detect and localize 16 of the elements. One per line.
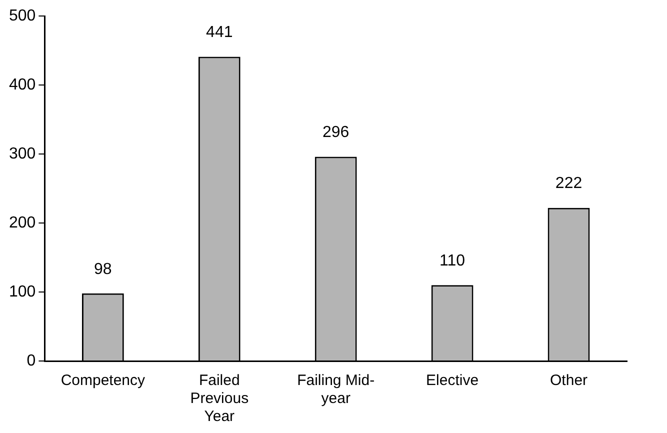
- y-tick-label: 100: [8, 283, 36, 300]
- x-tick-label: Elective: [426, 372, 479, 390]
- y-tick-label: 400: [8, 76, 36, 94]
- y-tick-label: 0: [26, 352, 36, 370]
- y-tick-label: 300: [8, 145, 36, 162]
- data-label: 110: [440, 252, 466, 270]
- y-tick-label: 200: [8, 214, 36, 232]
- x-tick-label: Failing Mid-year: [297, 372, 375, 408]
- data-label: 296: [322, 124, 350, 142]
- x-tick-label: Competency: [60, 372, 146, 390]
- data-label: 222: [555, 175, 582, 192]
- data-label: 98: [94, 260, 112, 278]
- y-tick-label: 500: [8, 7, 36, 24]
- data-label: 441: [206, 24, 233, 42]
- x-tick-label: Other: [550, 372, 588, 390]
- x-tick-label: Failed Previous Year: [190, 372, 249, 426]
